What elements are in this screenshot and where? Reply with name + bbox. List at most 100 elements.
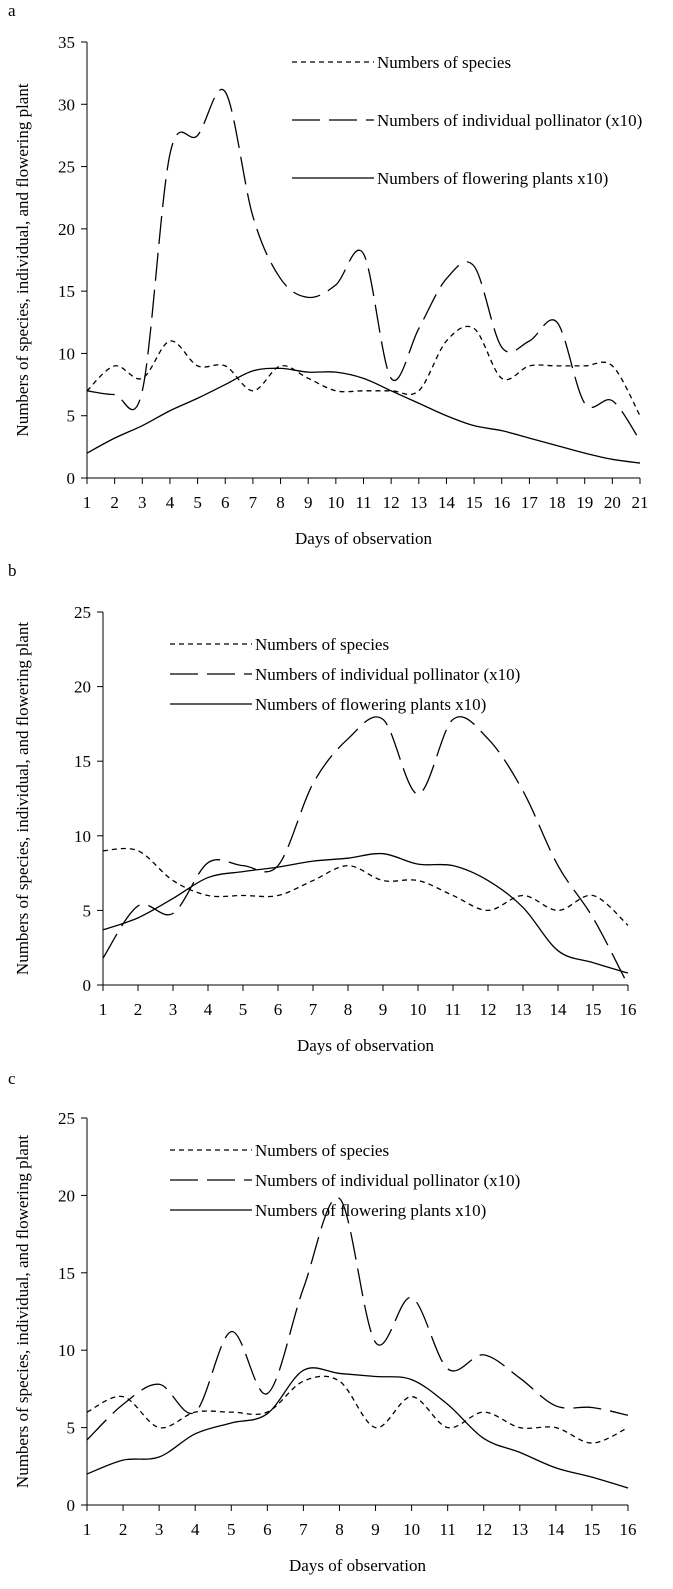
y-axis-label: Numbers of species, individual, and flow… xyxy=(13,1135,32,1488)
x-tick-label: 15 xyxy=(466,493,483,512)
x-tick-label: 7 xyxy=(309,1000,318,1019)
line-series xyxy=(86,1375,629,1444)
x-tick-label: 4 xyxy=(166,493,175,512)
x-tick-label: 14 xyxy=(547,1520,565,1539)
y-tick-label: 10 xyxy=(58,344,75,363)
x-tick-label: 1 xyxy=(99,1000,108,1019)
x-tick-label: 11 xyxy=(439,1520,455,1539)
legend-label: Numbers of flowering plants x10) xyxy=(255,695,487,714)
legend-label: Numbers of individual pollinator (x10) xyxy=(377,111,643,130)
line-series xyxy=(86,367,641,464)
x-tick-label: 11 xyxy=(445,1000,461,1019)
x-tick-label: 19 xyxy=(576,493,593,512)
line-series xyxy=(102,847,629,926)
line-series xyxy=(86,88,641,441)
line-series xyxy=(86,325,641,417)
x-tick-label: 8 xyxy=(335,1520,344,1539)
y-axis-label: Numbers of species, individual, and flow… xyxy=(13,622,32,975)
x-tick-label: 4 xyxy=(204,1000,213,1019)
y-tick-label: 25 xyxy=(58,158,75,177)
y-tick-label: 10 xyxy=(74,827,91,846)
x-tick-label: 3 xyxy=(169,1000,178,1019)
x-tick-label: 9 xyxy=(304,493,313,512)
panel-label: c xyxy=(8,1069,16,1088)
y-tick-label: 0 xyxy=(67,469,76,488)
x-tick-label: 2 xyxy=(134,1000,143,1019)
x-tick-label: 5 xyxy=(239,1000,248,1019)
x-tick-label: 3 xyxy=(155,1520,164,1539)
x-axis-label: Days of observation xyxy=(295,529,432,548)
x-tick-label: 3 xyxy=(138,493,147,512)
y-axis-label: Numbers of species, individual, and flow… xyxy=(13,83,32,436)
x-tick-label: 13 xyxy=(511,1520,528,1539)
y-tick-label: 15 xyxy=(74,752,91,771)
legend-label: Numbers of individual pollinator (x10) xyxy=(255,1171,521,1190)
y-tick-label: 35 xyxy=(58,33,75,52)
x-tick-label: 6 xyxy=(274,1000,283,1019)
x-tick-label: 1 xyxy=(83,1520,92,1539)
x-tick-label: 17 xyxy=(521,493,539,512)
y-tick-label: 20 xyxy=(58,220,75,239)
line-series xyxy=(86,1367,629,1489)
x-tick-label: 15 xyxy=(585,1000,602,1019)
x-tick-label: 7 xyxy=(249,493,258,512)
y-tick-label: 5 xyxy=(67,1419,76,1438)
x-tick-label: 7 xyxy=(299,1520,308,1539)
legend-label: Numbers of individual pollinator (x10) xyxy=(255,665,521,684)
x-tick-label: 10 xyxy=(327,493,344,512)
y-tick-label: 15 xyxy=(58,282,75,301)
x-tick-label: 9 xyxy=(379,1000,388,1019)
x-tick-label: 21 xyxy=(632,493,649,512)
x-tick-label: 16 xyxy=(620,1000,637,1019)
y-tick-label: 30 xyxy=(58,95,75,114)
panel-label: a xyxy=(8,1,16,20)
x-tick-label: 15 xyxy=(583,1520,600,1539)
y-tick-label: 15 xyxy=(58,1264,75,1283)
x-tick-label: 5 xyxy=(193,493,202,512)
legend-label: Numbers of flowering plants x10) xyxy=(255,1201,487,1220)
x-tick-label: 12 xyxy=(480,1000,497,1019)
x-axis-label: Days of observation xyxy=(289,1556,426,1575)
x-axis-label: Days of observation xyxy=(297,1036,434,1055)
panel-label: b xyxy=(8,561,17,580)
x-tick-label: 13 xyxy=(515,1000,532,1019)
x-tick-label: 6 xyxy=(263,1520,272,1539)
y-tick-label: 20 xyxy=(74,678,91,697)
x-tick-label: 12 xyxy=(475,1520,492,1539)
y-tick-label: 20 xyxy=(58,1186,75,1205)
x-tick-label: 2 xyxy=(110,493,119,512)
x-tick-label: 6 xyxy=(221,493,230,512)
x-tick-label: 10 xyxy=(410,1000,427,1019)
x-tick-label: 12 xyxy=(383,493,400,512)
legend-label: Numbers of species xyxy=(255,635,390,654)
x-tick-label: 11 xyxy=(355,493,371,512)
x-tick-label: 2 xyxy=(119,1520,128,1539)
legend-label: Numbers of species xyxy=(377,53,512,72)
x-tick-label: 9 xyxy=(371,1520,380,1539)
y-tick-label: 25 xyxy=(74,603,91,622)
line-series xyxy=(102,716,629,986)
x-tick-label: 18 xyxy=(549,493,566,512)
y-tick-label: 5 xyxy=(67,407,76,426)
y-tick-label: 0 xyxy=(83,976,92,995)
y-tick-label: 25 xyxy=(58,1109,75,1128)
x-tick-label: 13 xyxy=(410,493,427,512)
y-tick-label: 0 xyxy=(67,1496,76,1515)
x-tick-label: 16 xyxy=(493,493,510,512)
x-tick-label: 16 xyxy=(620,1520,637,1539)
line-series xyxy=(102,852,629,974)
x-tick-label: 14 xyxy=(438,493,456,512)
x-tick-label: 10 xyxy=(403,1520,420,1539)
x-tick-label: 20 xyxy=(604,493,621,512)
line-series xyxy=(86,1197,629,1441)
x-tick-label: 14 xyxy=(550,1000,568,1019)
legend-label: Numbers of species xyxy=(255,1141,390,1160)
x-tick-label: 8 xyxy=(276,493,285,512)
x-tick-label: 8 xyxy=(344,1000,353,1019)
x-tick-label: 4 xyxy=(191,1520,200,1539)
y-tick-label: 10 xyxy=(58,1341,75,1360)
x-tick-label: 1 xyxy=(83,493,92,512)
x-tick-label: 5 xyxy=(227,1520,236,1539)
